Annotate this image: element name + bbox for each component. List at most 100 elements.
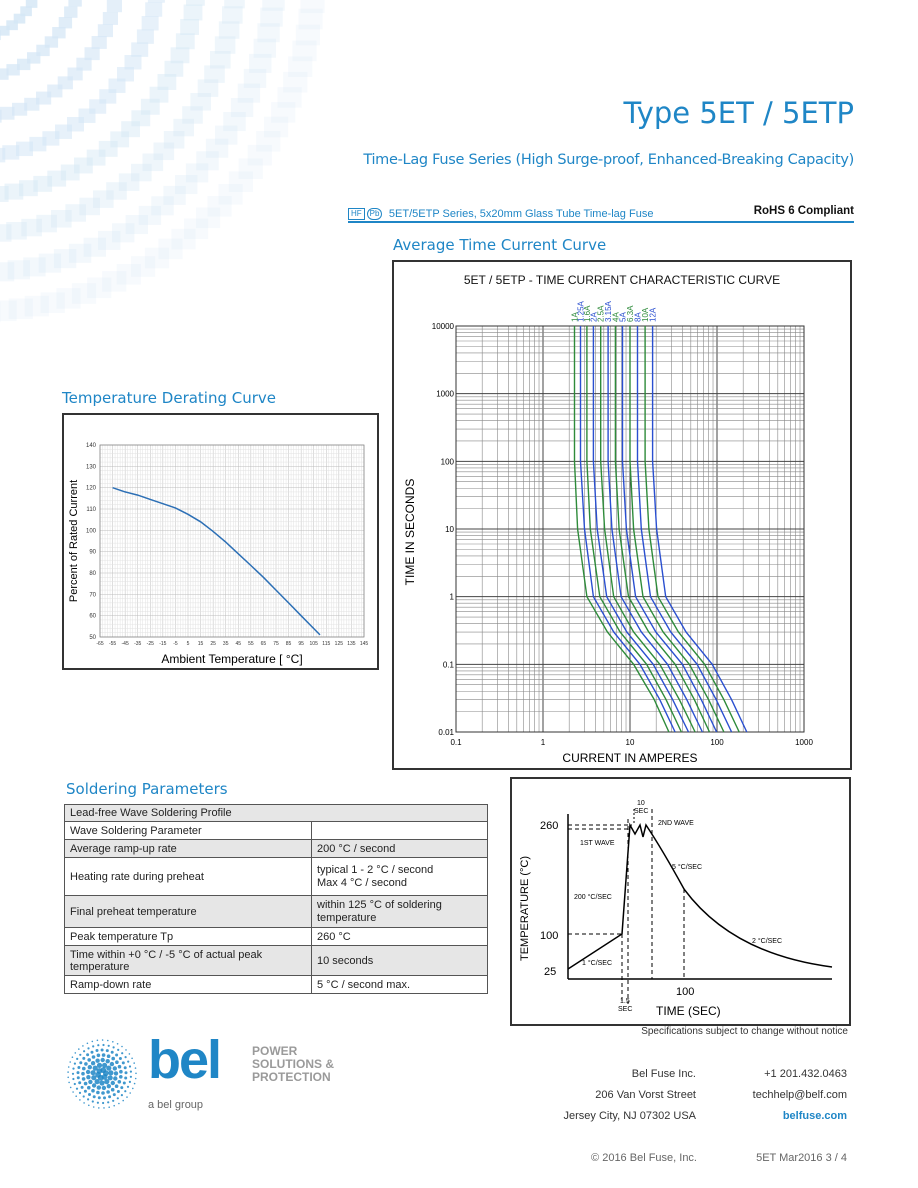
decor-square: [0, 109, 2, 123]
profile-curve: [567, 822, 833, 970]
globe-dot: [127, 1060, 130, 1063]
decor-square: [298, 8, 323, 30]
profile-ytick-25: 25: [544, 966, 556, 978]
decor-square: [0, 300, 17, 322]
globe-dot: [133, 1082, 136, 1085]
rate-200-label: 200 °C/SEC: [574, 893, 612, 901]
soldering-section-title: Soldering Parameters: [66, 780, 228, 798]
tcc-series-line: [599, 326, 696, 733]
decor-square: [224, 0, 245, 9]
decor-square: [17, 58, 31, 71]
decor-square: [171, 228, 196, 250]
globe-dot: [90, 1061, 96, 1066]
globe-dot: [112, 1046, 115, 1049]
decor-square: [260, 7, 283, 27]
globe-dot: [91, 1055, 96, 1059]
x-tick-label: 45: [236, 641, 242, 647]
soldering-profile-svg: TEMPERATURE (°C) TIME (SEC) 25 100 260 1…: [519, 800, 833, 1018]
tcc-series-line: [644, 326, 740, 733]
decor-square: [238, 158, 263, 179]
decor-square: [4, 183, 24, 200]
globe-dot: [108, 1095, 112, 1099]
decor-square: [58, 17, 73, 29]
decor-square: [125, 215, 148, 235]
decor-square: [214, 36, 236, 54]
tcc-series-line: [573, 326, 670, 733]
globe-dot: [92, 1045, 95, 1048]
globe-dot: [115, 1060, 119, 1064]
x-tick-label: 10: [626, 738, 635, 747]
decor-square: [6, 20, 18, 31]
globe-dot: [96, 1062, 103, 1068]
globe-dot: [78, 1081, 82, 1085]
profile-ytick-100: 100: [540, 930, 558, 942]
globe-dot: [110, 1087, 115, 1092]
globe-dot: [76, 1076, 80, 1080]
decor-square: [53, 249, 77, 269]
globe-dot: [92, 1095, 96, 1099]
decor-square: [0, 147, 6, 163]
decor-square: [163, 131, 185, 149]
globe-dot: [116, 1097, 119, 1100]
globe-dot: [87, 1085, 91, 1090]
decor-square: [102, 271, 127, 292]
globe-dot: [120, 1094, 123, 1097]
x-tick-label: -15: [159, 641, 166, 647]
globe-dot: [82, 1056, 86, 1060]
city-address: Jersey City, NJ 07302 USA: [563, 1110, 696, 1122]
globe-dot: [103, 1096, 106, 1100]
rate-2-label: 2 °C/SEC: [752, 937, 782, 945]
globe-dot: [72, 1091, 74, 1093]
x-tick-label: 145: [360, 641, 369, 647]
x-tick-label: 125: [335, 641, 344, 647]
globe-dot: [78, 1048, 80, 1050]
decor-square: [83, 237, 106, 257]
globe-dot: [116, 1090, 120, 1093]
decor-square: [38, 253, 62, 273]
email-link[interactable]: techhelp@belf.com: [752, 1089, 847, 1101]
derating-chart: 50 60 70 80 90 100 110 120 130 140 -65 -55 -45 -35 -25…: [62, 413, 379, 670]
globe-dot: [88, 1079, 93, 1085]
globe-dot: [119, 1069, 123, 1074]
decor-square: [288, 56, 313, 77]
globe-dot: [99, 1080, 105, 1086]
decor-square: [51, 210, 72, 228]
decor-square: [140, 98, 160, 115]
decor-square: [124, 55, 142, 70]
y-tick-label: 90: [89, 550, 96, 556]
y-tick-label: 10: [445, 525, 454, 534]
globe-dot: [77, 1066, 81, 1069]
x-tick-label: 35: [223, 641, 229, 647]
decor-square: [131, 42, 149, 57]
globe-dot: [79, 1061, 83, 1065]
tcc-chart-svg: 5ET / 5ETP - TIME CURRENT CHARACTERISTIC…: [403, 273, 813, 765]
globe-dot: [112, 1066, 117, 1071]
x-tick-label: 105: [310, 641, 319, 647]
bel-globe-logo: [67, 1039, 137, 1109]
globe-dot: [107, 1101, 110, 1104]
decor-square: [204, 65, 225, 83]
decor-square: [218, 21, 240, 39]
decor-square: [97, 24, 113, 38]
globe-dot: [82, 1066, 86, 1071]
globe-dot: [118, 1102, 120, 1105]
globe-dot: [96, 1101, 99, 1104]
globe-dot: [106, 1090, 110, 1094]
website-link[interactable]: belfuse.com: [782, 1110, 847, 1122]
y-tick-label: 1: [450, 593, 455, 602]
globe-dot: [86, 1053, 90, 1057]
decor-square: [277, 87, 302, 108]
address-block: Bel Fuse Inc. 206 Van Vorst Street Jerse…: [520, 1064, 696, 1127]
x-tick-label: -5: [173, 641, 178, 647]
globe-dot: [95, 1071, 101, 1078]
decor-square: [223, 112, 246, 132]
tcc-title: 5ET / 5ETP - TIME CURRENT CHARACTERISTIC…: [464, 273, 780, 287]
decor-square: [44, 36, 59, 48]
globe-dot: [96, 1053, 101, 1058]
globe-dot: [129, 1092, 131, 1094]
decor-square: [142, 153, 164, 172]
x-tick-label: 75: [273, 641, 279, 647]
globe-dot: [87, 1047, 90, 1050]
globe-dot: [96, 1085, 101, 1090]
